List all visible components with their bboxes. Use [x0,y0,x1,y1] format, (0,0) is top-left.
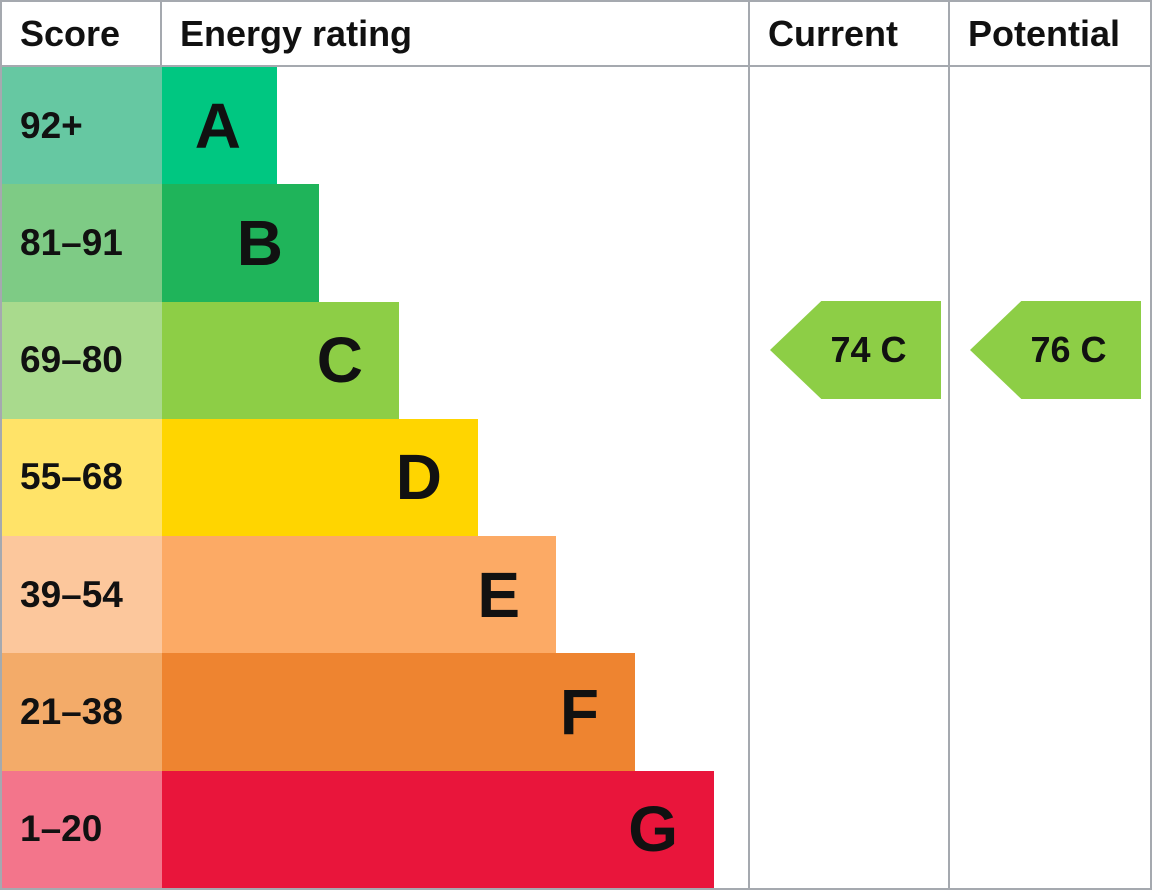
band-bar-a: A [162,67,277,185]
band-bar-e: E [162,536,556,654]
band-row-e: 39–54 E [2,536,748,654]
band-bar-d: D [162,418,478,537]
band-letter-g: G [628,793,678,866]
bands-column: 92+ A 81–91 B 69–80 C 55–68 [2,67,748,888]
band-letter-f: F [559,676,599,749]
band-letter-d: D [395,441,442,514]
score-cell-b: 81–91 [2,184,162,302]
band-letter-c: C [316,324,363,397]
header-row: Score Energy rating Current Potential [2,2,1150,67]
score-cell-f: 21–38 [2,653,162,771]
header-score: Score [2,2,162,65]
score-cell-e: 39–54 [2,536,162,654]
band-row-c: 69–80 C [2,301,748,419]
band-letter-b: B [236,206,283,279]
score-cell-c: 69–80 [2,301,162,419]
score-cell-a: 92+ [2,67,162,185]
potential-column: 76 C [948,67,1150,888]
current-rating-label: 74 C [830,329,907,370]
band-bar-c: C [162,301,399,419]
score-cell-g: 1–20 [2,770,162,888]
current-rating-arrow: 74 C [770,301,941,399]
potential-rating-arrow: 76 C [970,301,1141,399]
current-column: 74 C [748,67,948,888]
band-bar-g: G [162,770,714,888]
chart-body: 92+ A 81–91 B 69–80 C 55–68 [2,67,1150,888]
band-row-a: 92+ A [2,67,748,185]
band-letter-a: A [194,89,241,162]
score-cell-d: 55–68 [2,418,162,537]
header-energy-rating: Energy rating [180,12,413,54]
band-bar-f: F [162,653,635,771]
header-current: Current [748,2,948,65]
band-letter-e: E [477,558,520,631]
potential-rating-label: 76 C [1030,329,1107,370]
band-row-g: 1–20 G [2,770,748,888]
band-row-d: 55–68 D [2,418,748,537]
band-row-b: 81–91 B [2,184,748,302]
band-row-f: 21–38 F [2,653,748,771]
header-potential: Potential [948,2,1150,65]
band-bar-b: B [162,184,319,302]
